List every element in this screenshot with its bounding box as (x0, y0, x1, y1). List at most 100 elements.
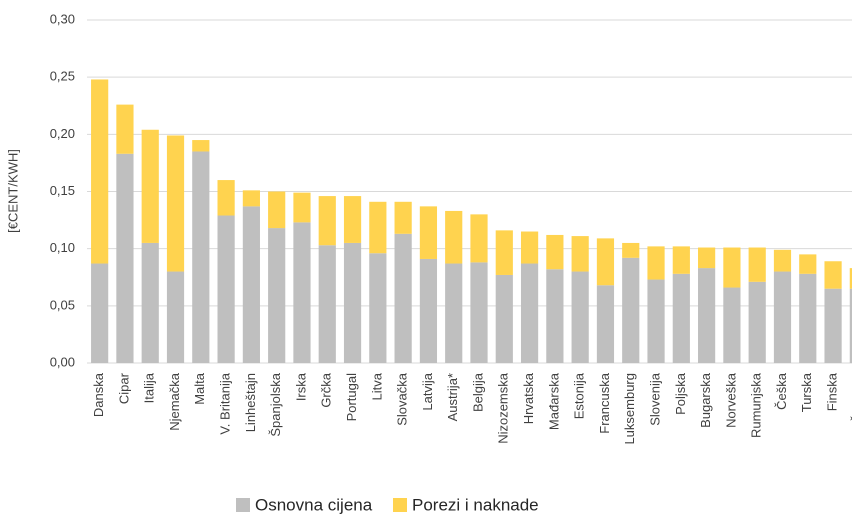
bar-segment (571, 271, 589, 363)
y-tick-label: 0,20 (50, 126, 75, 141)
x-tick-label: Slovenija (647, 372, 662, 426)
bar-segment (596, 238, 615, 286)
bar-segment (394, 201, 412, 234)
x-tick-label: Latvija (420, 372, 435, 410)
bar-segment (773, 271, 792, 363)
bar-segment (141, 129, 159, 243)
bar-segment (318, 196, 336, 246)
y-tick-label: 0,05 (50, 297, 75, 312)
bar-segment (343, 242, 362, 363)
x-tick-label: Litva (369, 372, 384, 400)
bar-segment (495, 230, 513, 275)
bar-segment (849, 288, 852, 363)
bar-segment (622, 242, 640, 258)
x-tick-label: Poljska (673, 372, 688, 415)
x-tick-label: Linheštajn (243, 373, 258, 432)
x-tick-label: Grčka (319, 372, 334, 407)
x-tick-label: Malta (192, 372, 207, 405)
x-tick-label: Španjolska (268, 372, 283, 436)
bar-segment (419, 206, 438, 259)
x-tick-label: Mađarska (546, 372, 561, 430)
x-tick-label: V. Britanija (218, 372, 233, 434)
x-tick-label: Norveška (723, 372, 738, 428)
bar-segment (166, 271, 185, 363)
bar-segment (445, 210, 463, 264)
bar-segment (647, 279, 665, 363)
x-tick-label: Cipar (116, 372, 131, 404)
x-tick-label: Hrvatska (521, 372, 536, 424)
bar-segment (849, 268, 852, 289)
bar-segment (723, 287, 741, 363)
x-tick-label: Irska (293, 372, 308, 401)
bar-segment (824, 261, 842, 289)
bar-segment (116, 153, 134, 363)
bar-segment (91, 79, 109, 264)
bar-segment (116, 104, 134, 154)
x-tick-label: Švedska (850, 372, 852, 423)
legend-swatch (236, 498, 250, 512)
bar-segment (91, 263, 109, 363)
x-tick-label: Slovačka (395, 372, 410, 426)
bar-segment (596, 285, 615, 363)
bar-segment (369, 201, 387, 254)
y-tick-label: 0,00 (50, 354, 75, 369)
bar-segment (318, 245, 336, 363)
x-tick-label: Bugarska (698, 372, 713, 428)
bar-segment (520, 263, 539, 363)
x-tick-label: Rumunjska (749, 372, 764, 438)
bar-segment (824, 288, 842, 363)
bar-segment (192, 151, 210, 363)
bar-segment (799, 254, 817, 274)
y-tick-label: 0,10 (50, 240, 75, 255)
x-tick-label: Francuska (597, 372, 612, 433)
bar-segment (672, 273, 690, 363)
bar-segment (268, 228, 286, 363)
bar-segment (622, 257, 640, 363)
bar-segment (217, 180, 235, 216)
y-tick-label: 0,25 (50, 69, 75, 84)
bar-segment (268, 191, 286, 229)
x-tick-label: Estonija (572, 372, 587, 419)
bar-segment (723, 247, 741, 288)
bar-segment (242, 206, 260, 363)
x-tick-label: Češka (774, 372, 789, 410)
x-tick-label: Luksemburg (622, 373, 637, 445)
bar-segment (520, 231, 539, 264)
bar-segment (698, 247, 716, 269)
bar-segment (445, 263, 463, 363)
bar-segment (748, 281, 766, 363)
bar-segment (495, 274, 513, 363)
bar-segment (343, 196, 362, 243)
legend-swatch (393, 498, 407, 512)
bar-segment (293, 222, 311, 363)
bar-segment (419, 258, 438, 363)
x-tick-label: Turska (799, 372, 814, 412)
x-tick-label: Portugal (344, 373, 359, 422)
legend-label: Porezi i naknade (412, 495, 539, 514)
y-axis-label: [€CENT/KWH] (5, 149, 20, 233)
bar-segment (799, 273, 817, 363)
bar-segment (166, 135, 185, 272)
x-tick-label: Nizozemska (496, 372, 511, 444)
bar-segment (546, 269, 564, 363)
y-tick-label: 0,30 (50, 11, 75, 26)
bar-segment (470, 214, 488, 263)
bar-segment (394, 233, 412, 363)
bar-segment (672, 246, 690, 274)
bar-segment (293, 192, 311, 223)
bar-segment (141, 242, 159, 363)
x-tick-label: Finska (825, 372, 840, 411)
x-tick-label: Austrija* (445, 373, 460, 421)
y-tick-label: 0,15 (50, 183, 75, 198)
bar-segment (748, 247, 766, 282)
legend-label: Osnovna cijena (255, 495, 373, 514)
bar-segment (192, 140, 210, 152)
x-tick-label: Danska (91, 372, 106, 417)
bar-segment (470, 262, 488, 363)
bar-segment (773, 249, 792, 272)
bar-segment (546, 234, 564, 270)
bar-segment (369, 253, 387, 363)
bar-segment (242, 190, 260, 207)
